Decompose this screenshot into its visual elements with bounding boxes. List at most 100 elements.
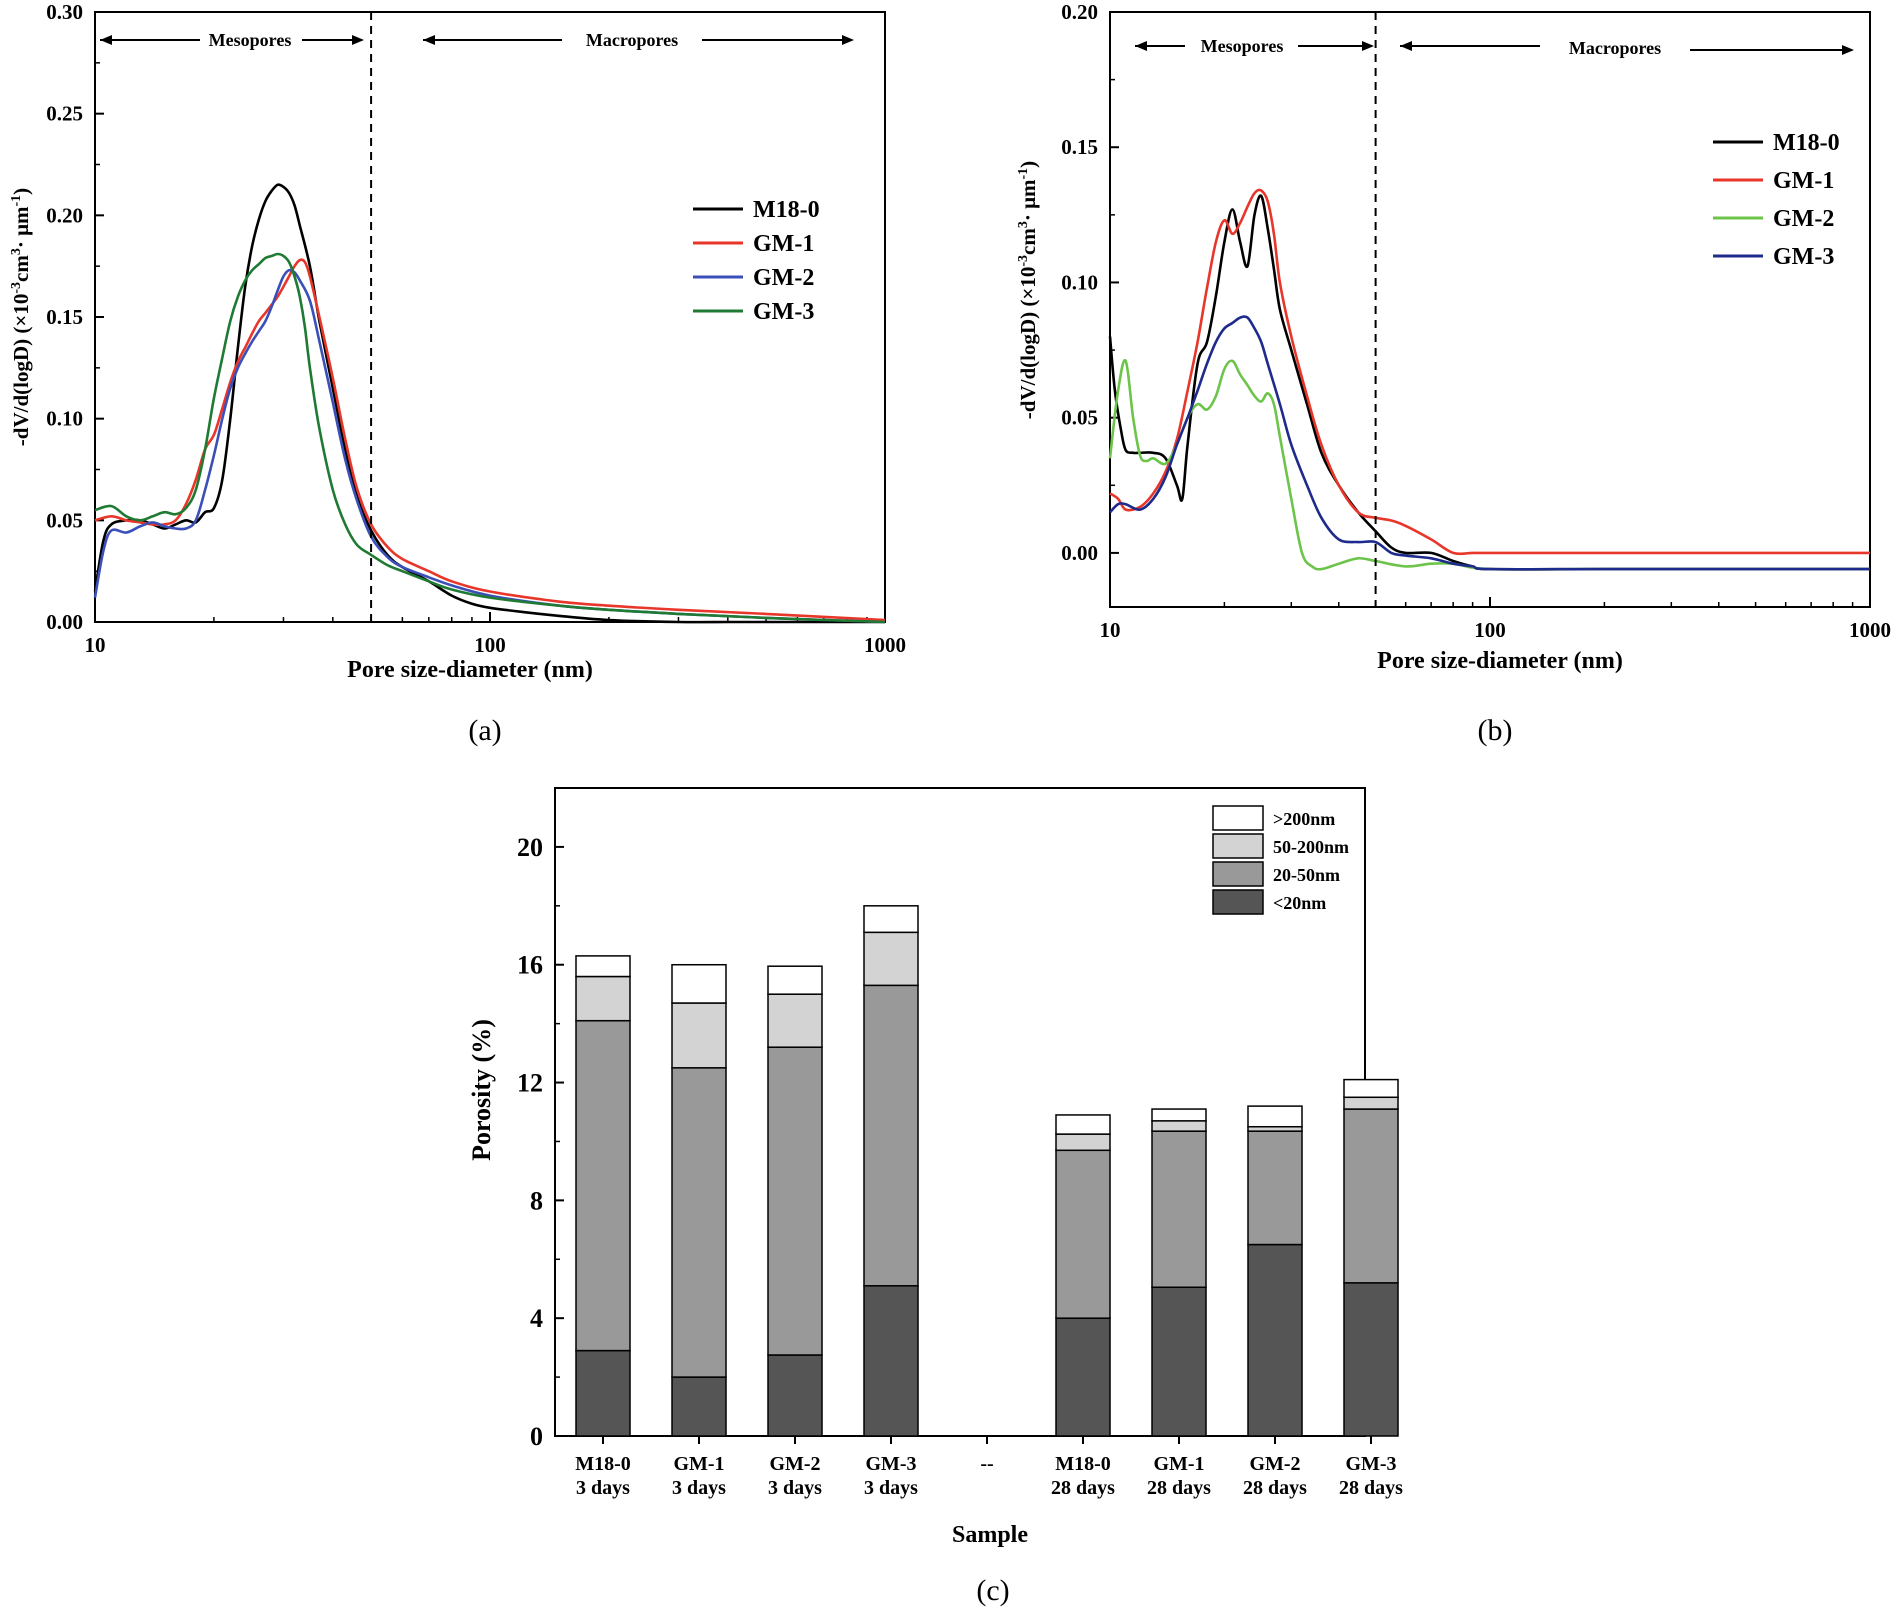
c-x-tick-label-line2-5: 28 days bbox=[1051, 1477, 1115, 1499]
a-x-tick-label-0: 10 bbox=[85, 633, 106, 657]
panel-a-legend: M18-0 GM-1 GM-2 GM-3 bbox=[693, 197, 820, 325]
c-x-tick-label-line1-0: M18-0 bbox=[575, 1453, 631, 1475]
panel-b-series bbox=[1108, 188, 1870, 571]
c-legend-swatch-50-200nm bbox=[1212, 833, 1264, 859]
panel-b-line-chart: 0.00 0.05 0.10 0.15 0.20 10 100 1000 Mesopores… bbox=[1016, 0, 1891, 747]
c-bar-segment-gm-3-28-days-20-50nm bbox=[1343, 1108, 1399, 1284]
c-bar-segment-m18-0-3-days->200nm bbox=[575, 955, 631, 978]
panel-b-plot-frame bbox=[1109, 11, 1871, 608]
c-x-tick-label-line2-3: 3 days bbox=[864, 1477, 918, 1499]
a-x-tick-label-2: 1000 bbox=[864, 633, 906, 657]
c-y-tick-label-5: 20 bbox=[517, 833, 543, 862]
a-legend-label-m18-0: M18-0 bbox=[753, 197, 820, 223]
c-bar-segment-gm-1-28-days->200nm bbox=[1151, 1108, 1207, 1122]
c-bar-segment-m18-0-28-days-20-50nm bbox=[1055, 1149, 1111, 1319]
c-x-tick-label-line1-5: M18-0 bbox=[1055, 1453, 1111, 1475]
panel-b-y-ticks: 0.00 0.05 0.10 0.15 0.20 bbox=[1061, 0, 1119, 565]
c-bar-segment-gm-2-3-days-<20nm bbox=[767, 1354, 823, 1437]
c-legend-label-20-50nm: 20-50nm bbox=[1273, 865, 1340, 885]
b-x-tick-label-2: 1000 bbox=[1849, 618, 1891, 642]
c-bar-segment-gm-2-28-days-<20nm bbox=[1247, 1243, 1303, 1437]
a-legend-label-gm-3: GM-3 bbox=[753, 299, 814, 325]
c-legend-label-50-200nm: 50-200nm bbox=[1273, 837, 1349, 857]
c-x-tick-label-line2-2: 3 days bbox=[768, 1477, 822, 1499]
a-y-tick-label-2: 0.10 bbox=[46, 407, 83, 431]
a-series-line-gm-1 bbox=[94, 258, 886, 622]
c-legend-swatch->200nm bbox=[1212, 805, 1264, 831]
b-legend-label-gm-1: GM-1 bbox=[1773, 168, 1834, 194]
c-x-tick-label-line1-2: GM-2 bbox=[769, 1453, 820, 1475]
c-x-tick-label-line1-4: -- bbox=[980, 1453, 993, 1475]
c-y-tick-label-3: 12 bbox=[517, 1069, 543, 1098]
panel-b-mesopores-label: Mesopores bbox=[1201, 36, 1284, 56]
c-bar-segment-gm-2-3-days-20-50nm bbox=[767, 1046, 823, 1356]
b-y-tick-label-4: 0.20 bbox=[1061, 0, 1098, 24]
panel-b-legend: M18-0 GM-1 GM-2 GM-3 bbox=[1713, 130, 1840, 270]
c-bar-segment-m18-0-3-days-<20nm bbox=[575, 1349, 631, 1437]
c-legend-label-<20nm: <20nm bbox=[1273, 893, 1326, 913]
c-bar-segment-gm-1-3-days->200nm bbox=[671, 963, 727, 1004]
a-series-line-m18-0 bbox=[93, 183, 885, 624]
panel-b-y-axis-label: -dV/d(logD) (×10-3cm3· μm-1) bbox=[1016, 161, 1040, 419]
c-bar-segment-gm-2-3-days-50-200nm bbox=[767, 993, 823, 1048]
panel-a-line-chart: 0.00 0.05 0.10 0.15 0.20 0.25 0.30 10 100 1000 M… bbox=[9, 0, 906, 747]
c-bar-segment-gm-3-3-days-<20nm bbox=[863, 1285, 919, 1437]
c-bar-segment-gm-3-28-days-<20nm bbox=[1343, 1282, 1399, 1437]
panel-a-y-ticks: 0.00 0.05 0.10 0.15 0.20 0.25 0.30 bbox=[46, 0, 104, 634]
c-bar-segment-gm-1-28-days-50-200nm bbox=[1151, 1120, 1207, 1132]
panel-c-label: (c) bbox=[976, 1574, 1009, 1607]
panel-a-macropores-arrow: Macropores bbox=[423, 30, 854, 50]
panel-a-x-axis-label: Pore size-diameter (nm) bbox=[347, 657, 593, 683]
c-bar-segment-m18-0-28-days->200nm bbox=[1055, 1114, 1111, 1135]
a-series-line-gm-2 bbox=[93, 268, 886, 624]
panel-c-bars bbox=[575, 905, 1399, 1437]
c-x-tick-label-line1-7: GM-2 bbox=[1249, 1453, 1300, 1475]
panel-b-macropores-arrow: Macropores bbox=[1400, 38, 1854, 58]
panel-b-x-axis-label: Pore size-diameter (nm) bbox=[1377, 648, 1623, 674]
b-series-line-gm-1 bbox=[1109, 188, 1870, 556]
panel-a-y-axis-label: -dV/d(logD) (×10-3cm3· μm-1) bbox=[9, 188, 33, 446]
c-x-tick-label-line1-8: GM-3 bbox=[1345, 1453, 1396, 1475]
c-x-tick-label-line2-8: 28 days bbox=[1339, 1477, 1403, 1499]
panel-c-y-ticks: 0 4 8 12 16 20 bbox=[517, 787, 564, 1451]
b-legend-label-gm-3: GM-3 bbox=[1773, 244, 1834, 270]
panel-a-mesopores-arrow: Mesopores bbox=[100, 30, 364, 50]
panel-b-macropores-label: Macropores bbox=[1569, 38, 1661, 58]
c-y-tick-label-4: 16 bbox=[517, 951, 543, 980]
a-y-tick-label-3: 0.15 bbox=[46, 305, 83, 329]
panel-a-mesopores-label: Mesopores bbox=[209, 30, 292, 50]
c-legend-label->200nm: >200nm bbox=[1273, 809, 1335, 829]
c-x-tick-label-line2-1: 3 days bbox=[672, 1477, 726, 1499]
panel-c-x-axis-label: Sample bbox=[952, 1522, 1028, 1548]
c-bar-segment-gm-3-3-days->200nm bbox=[863, 905, 919, 934]
panel-a-macropores-label: Macropores bbox=[586, 30, 678, 50]
b-y-tick-label-0: 0.00 bbox=[1061, 541, 1098, 565]
c-bar-segment-gm-2-28-days-20-50nm bbox=[1247, 1130, 1303, 1246]
a-y-tick-label-0: 0.00 bbox=[46, 610, 83, 634]
b-legend-label-gm-2: GM-2 bbox=[1773, 206, 1834, 232]
panel-a-series bbox=[93, 183, 886, 624]
c-bar-segment-gm-1-28-days-<20nm bbox=[1151, 1286, 1207, 1437]
panel-b-x-ticks: 10 100 1000 bbox=[1100, 597, 1891, 642]
a-series-line-gm-3 bbox=[94, 252, 886, 624]
c-y-tick-label-0: 0 bbox=[530, 1422, 543, 1451]
a-legend-label-gm-1: GM-1 bbox=[753, 231, 814, 257]
a-y-tick-label-6: 0.30 bbox=[46, 0, 83, 24]
c-x-tick-label-line2-0: 3 days bbox=[576, 1477, 630, 1499]
a-legend-label-gm-2: GM-2 bbox=[753, 265, 814, 291]
c-bar-segment-m18-0-28-days-50-200nm bbox=[1055, 1133, 1111, 1152]
c-bar-segment-m18-0-3-days-20-50nm bbox=[575, 1019, 631, 1352]
panel-b-label: (b) bbox=[1478, 714, 1513, 747]
c-bar-segment-gm-3-28-days-50-200nm bbox=[1343, 1096, 1399, 1110]
c-bar-segment-m18-0-3-days-50-200nm bbox=[575, 975, 631, 1022]
b-y-tick-label-1: 0.05 bbox=[1061, 406, 1098, 430]
a-y-tick-label-5: 0.25 bbox=[46, 102, 83, 126]
b-legend-label-m18-0: M18-0 bbox=[1773, 130, 1840, 156]
c-x-tick-label-line1-6: GM-1 bbox=[1153, 1453, 1204, 1475]
panel-a-x-ticks: 10 100 1000 bbox=[85, 612, 906, 657]
c-bar-segment-gm-1-28-days-20-50nm bbox=[1151, 1130, 1207, 1289]
c-legend-swatch-<20nm bbox=[1212, 889, 1264, 915]
b-y-tick-label-2: 0.10 bbox=[1061, 270, 1098, 294]
